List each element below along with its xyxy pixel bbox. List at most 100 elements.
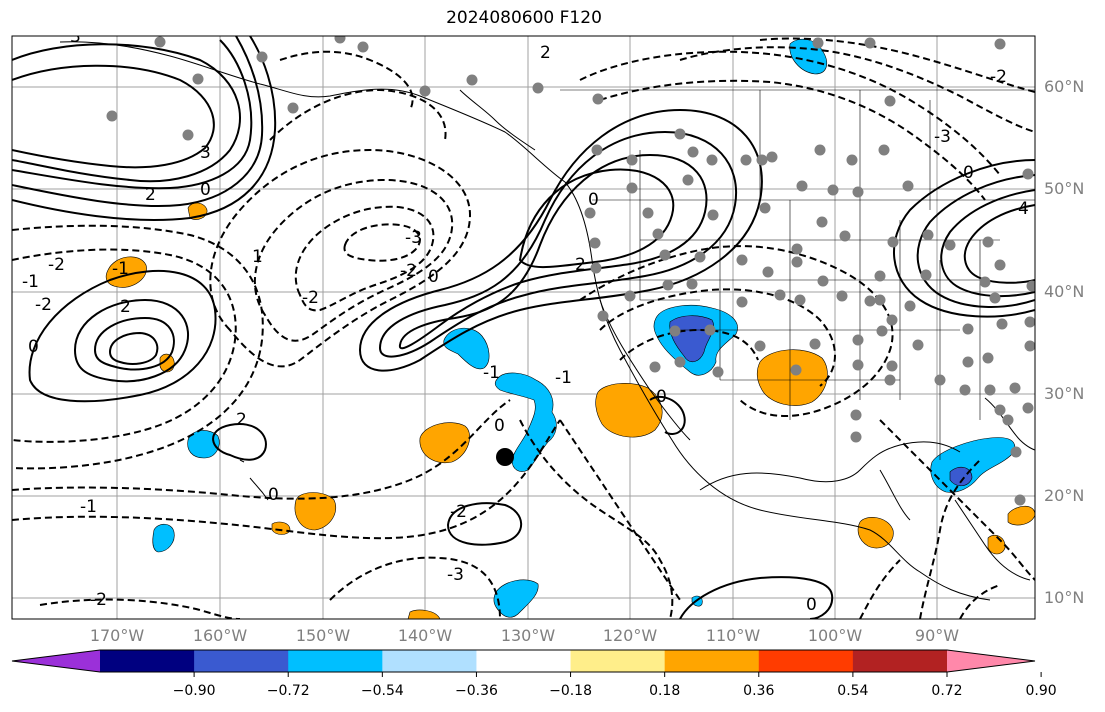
contour-label: 0 <box>428 267 439 287</box>
negative-anomaly-region <box>187 430 220 459</box>
station-dot <box>846 154 858 166</box>
contour-line <box>679 576 834 619</box>
contour-line <box>12 399 511 500</box>
colorbar-tick-label: −0.72 <box>266 683 310 699</box>
positive-anomaly-region <box>419 422 470 464</box>
negative-anomaly-region <box>493 579 539 618</box>
station-dot <box>659 249 671 261</box>
station-dot <box>706 154 718 166</box>
station-dot <box>994 259 1006 271</box>
station-dot <box>796 180 808 192</box>
longitude-label: 120°W <box>602 626 658 645</box>
station-dot <box>836 290 848 302</box>
contour-line <box>343 223 421 262</box>
station-dot <box>814 144 826 156</box>
station-dot <box>959 384 971 396</box>
longitude-label: 100°W <box>807 626 863 645</box>
contour-label: -2 <box>90 590 107 610</box>
colorbar-segment <box>194 650 289 672</box>
station-dot <box>791 243 803 255</box>
station-dot <box>850 431 862 443</box>
station-dot <box>902 180 914 192</box>
station-dot <box>794 294 806 306</box>
contour-line <box>12 248 237 443</box>
contour-line <box>12 36 264 207</box>
negative-anomaly-region <box>152 523 175 553</box>
station-dot <box>1026 280 1035 292</box>
station-dot <box>817 275 829 287</box>
contour-line <box>446 502 523 546</box>
contour-label: 3 <box>200 143 211 163</box>
station-dot <box>1022 168 1034 180</box>
station-dot <box>984 384 996 396</box>
contour-line <box>959 584 1001 619</box>
contour-label: 4 <box>1018 199 1029 219</box>
station-dot <box>687 146 699 158</box>
contour-label: -1 <box>80 497 97 517</box>
station-dot <box>626 182 638 194</box>
contour-line <box>12 419 561 540</box>
station-dot <box>642 207 654 219</box>
station-dot <box>884 374 896 386</box>
station-dot <box>962 323 974 335</box>
colorbar-tick-label: −0.36 <box>454 683 498 699</box>
contour-label: 0 <box>200 180 211 200</box>
contour-label: -2 <box>450 502 467 522</box>
negative-anomaly-region <box>494 372 557 472</box>
station-dot <box>287 102 299 114</box>
station-dot <box>874 270 886 282</box>
station-dot <box>809 338 821 350</box>
station-dot <box>1002 414 1014 426</box>
station-dot <box>1024 340 1035 352</box>
station-dot <box>532 82 544 94</box>
station-dot <box>652 228 664 240</box>
contour-line <box>893 159 1035 318</box>
station-dot <box>256 51 268 63</box>
station-dot <box>962 356 974 368</box>
station-dot <box>591 144 603 156</box>
longitude-label: 140°W <box>397 626 453 645</box>
contour-label: 0 <box>806 595 817 615</box>
contour-line <box>519 419 674 619</box>
contour-line <box>518 168 675 269</box>
station-dot <box>791 256 803 268</box>
colorbar-segment <box>382 650 477 672</box>
contour-label: 0 <box>268 485 279 505</box>
station-dot <box>852 334 864 346</box>
station-dot <box>334 36 346 44</box>
contour-line <box>209 148 472 368</box>
station-dot <box>669 325 681 337</box>
station-dot <box>816 216 828 228</box>
contour-label: -2 <box>48 255 65 275</box>
station-dot <box>707 209 719 221</box>
station-dot <box>1009 382 1021 394</box>
contour-line <box>212 423 267 461</box>
contour-line <box>759 37 1035 93</box>
positive-anomaly-region <box>407 609 441 619</box>
contour-label: 2 <box>236 410 247 430</box>
station-dot <box>736 254 748 266</box>
negative-contours <box>12 37 1035 619</box>
station-dot <box>878 144 890 156</box>
contour-line <box>399 153 708 350</box>
contour-line <box>916 174 1035 308</box>
contour-label: 2 <box>145 185 156 205</box>
station-dot <box>736 296 748 308</box>
station-dot <box>674 128 686 140</box>
contour-line <box>358 108 763 372</box>
station-dot <box>759 202 771 214</box>
state-borders <box>560 89 1035 460</box>
contour-label: 0 <box>28 337 39 357</box>
station-dot <box>850 409 862 421</box>
station-dot <box>1010 446 1022 458</box>
station-dot <box>1024 316 1035 328</box>
contour-label: -1 <box>112 259 129 279</box>
contour-line <box>859 559 901 619</box>
colorbar-tick-label: 0.18 <box>649 683 681 699</box>
colorbar-segment <box>100 650 195 672</box>
colorbar-tick-label: 0.36 <box>743 683 775 699</box>
contour-line <box>253 178 454 342</box>
station-dot <box>686 278 698 290</box>
longitude-label: 110°W <box>705 626 761 645</box>
